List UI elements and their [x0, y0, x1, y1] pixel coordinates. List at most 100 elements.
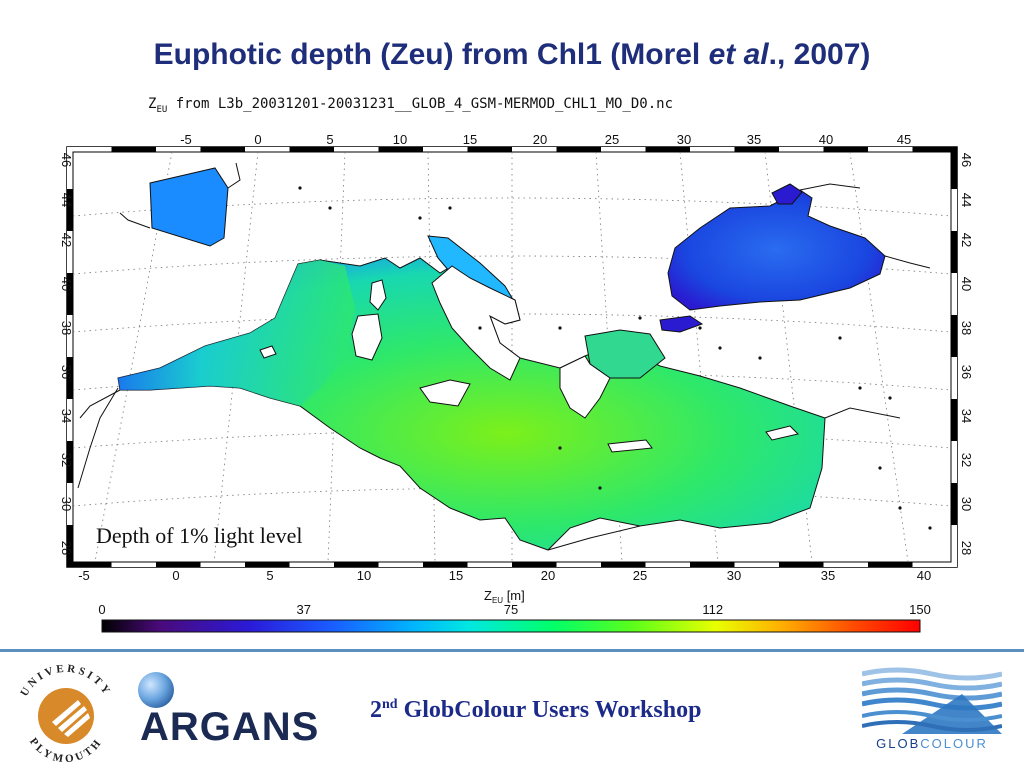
bottom-lon-label: 0 — [172, 568, 179, 583]
bottom-lon-label: -5 — [78, 568, 90, 583]
workshop-caption: 2nd GlobColour Users Workshop — [370, 697, 770, 724]
frame-bottom-segment — [111, 562, 156, 567]
frame-right-segment — [951, 483, 957, 525]
workshop-ordinal-suffix: nd — [382, 697, 398, 712]
frame-right-segment — [951, 273, 957, 315]
right-lat-label: 40 — [959, 277, 974, 291]
italy-mainland — [431, 265, 521, 381]
frame-left-segment — [67, 357, 73, 399]
frame-top-segment — [334, 147, 379, 152]
cyprus — [765, 425, 799, 441]
frame-bottom-segment — [467, 562, 512, 567]
left-lat-label: 44 — [59, 193, 74, 207]
lake-dot — [928, 526, 932, 530]
slide-title: Euphotic depth (Zeu) from Chl1 (Morel et… — [0, 38, 1024, 72]
lake-dot — [418, 216, 422, 220]
azov-sea — [771, 183, 803, 205]
frame-left-segment — [67, 315, 73, 357]
sicily — [419, 379, 471, 407]
right-lat-label: 46 — [959, 153, 974, 167]
frame-top-segment — [912, 147, 957, 152]
frame-top-segment — [868, 147, 913, 152]
frame-top-segment — [690, 147, 735, 152]
crete — [607, 439, 653, 453]
top-lon-label: 30 — [677, 132, 691, 147]
inland-lakes — [298, 186, 932, 530]
lake-dot — [698, 326, 702, 330]
greece-peninsula — [559, 355, 611, 419]
frame-top-segment — [512, 147, 557, 152]
frame-top-segment — [245, 147, 290, 152]
frame-top-segment — [200, 147, 245, 152]
frame-bottom-segment — [645, 562, 690, 567]
left-lat-label: 30 — [59, 497, 74, 511]
depth-annotation: Depth of 1% light level — [96, 523, 303, 548]
lake-dot — [298, 186, 302, 190]
frame-left-segment — [67, 525, 73, 567]
title-tail: ., 2007) — [768, 38, 871, 71]
top-lon-label: 35 — [747, 132, 761, 147]
title-main: Euphotic depth (Zeu) from Chl1 (Morel — [153, 38, 709, 71]
frame-left-segment — [67, 231, 73, 273]
left-lat-label: 46 — [59, 153, 74, 167]
top-lon-label: -5 — [180, 132, 192, 147]
university-of-plymouth-logo: UNIVERSITY PLYMOUTH — [18, 663, 110, 766]
frame-bottom-segment — [245, 562, 290, 567]
right-lat-label: 44 — [959, 193, 974, 207]
argans-logo-text: ARGANS — [140, 705, 320, 749]
frame-top-segment — [645, 147, 690, 152]
frame-top-segment — [601, 147, 646, 152]
frame-bottom-segment — [200, 562, 245, 567]
lake-dot — [718, 346, 722, 350]
right-lat-label: 30 — [959, 497, 974, 511]
frame-top-segment — [467, 147, 512, 152]
left-lat-label: 34 — [59, 409, 74, 423]
colorbar-tick-label: 37 — [297, 602, 311, 617]
left-lat-label: 38 — [59, 321, 74, 335]
right-lat-label: 32 — [959, 453, 974, 467]
frame-left-segment — [67, 273, 73, 315]
frame-right-segment — [951, 399, 957, 441]
lake-dot — [638, 316, 642, 320]
frame-bottom-segment — [912, 562, 957, 567]
left-latitude-labels: 46 44 42 40 38 36 34 32 30 28 — [59, 153, 74, 555]
colorbar-tick-label: 150 — [909, 602, 931, 617]
frame-right-segment — [951, 147, 957, 189]
right-latitude-labels: 46 44 42 40 38 36 34 32 30 28 — [959, 153, 974, 555]
lake-dot — [328, 206, 332, 210]
bottom-lon-label: 10 — [357, 568, 371, 583]
colorbar-label: ZEU [m] — [484, 588, 525, 605]
left-lat-label: 42 — [59, 233, 74, 247]
frame-right-segment — [951, 189, 957, 231]
globcolour-logo-waves — [862, 664, 1002, 734]
marmara-sea — [659, 315, 704, 333]
frame-bottom-segment — [67, 562, 112, 567]
frame-bottom-segment — [556, 562, 601, 567]
lake-dot — [478, 326, 482, 330]
title-italic: et al — [708, 38, 769, 71]
map-subtitle-rest: from L3b_20031201-20031231__GLOB_4_GSM-M… — [167, 96, 673, 112]
globcolour-logo-text-b: COLOUR — [920, 736, 988, 751]
logo-sun-stripes — [52, 700, 90, 737]
lake-dot — [888, 396, 892, 400]
top-lon-label: 10 — [393, 132, 407, 147]
argans-globe-icon — [138, 672, 174, 708]
frame-bottom-segment — [779, 562, 824, 567]
colorbar — [101, 619, 921, 633]
left-lat-label: 36 — [59, 365, 74, 379]
top-lon-label: 0 — [254, 132, 261, 147]
globcolour-logo-text: GLOBCOLOUR — [862, 736, 1002, 751]
colorbar-tick-label: 0 — [98, 602, 105, 617]
sardinia — [351, 313, 383, 361]
lake-dot — [598, 486, 602, 490]
corsica — [369, 279, 387, 311]
bottom-lon-label: 35 — [821, 568, 835, 583]
lake-dot — [838, 336, 842, 340]
colorbar-label-prefix: Z — [484, 588, 492, 603]
map-subtitle-prefix: Z — [148, 96, 156, 112]
frame-top-segment — [378, 147, 423, 152]
frame-top-segment — [289, 147, 334, 152]
frame-right-segment — [951, 525, 957, 567]
frame-right-segment — [951, 441, 957, 483]
frame-top-segment — [823, 147, 868, 152]
